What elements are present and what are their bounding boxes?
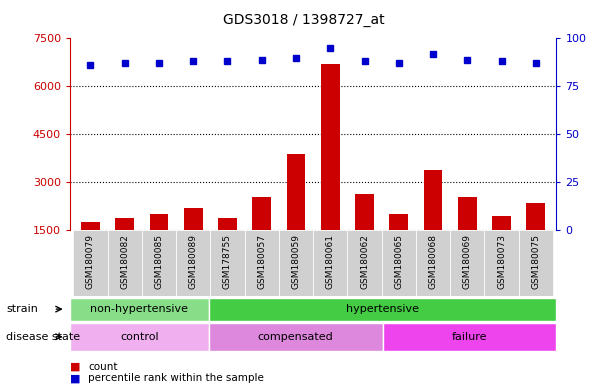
Bar [355,194,374,278]
Text: GSM180057: GSM180057 [257,233,266,289]
Text: GSM180073: GSM180073 [497,233,506,289]
Text: GSM180069: GSM180069 [463,233,472,289]
Bar [313,230,347,296]
Text: GSM180082: GSM180082 [120,233,130,288]
Bar [347,230,382,296]
Text: ■: ■ [70,373,80,383]
Text: non-hypertensive: non-hypertensive [91,304,188,314]
Text: ■: ■ [70,362,80,372]
Bar [116,218,134,278]
Text: hypertensive: hypertensive [346,304,419,314]
Bar [458,197,477,278]
Bar [450,230,485,296]
Bar [209,323,382,351]
Text: GDS3018 / 1398727_at: GDS3018 / 1398727_at [223,13,385,27]
Bar [244,230,279,296]
Text: failure: failure [452,332,487,342]
Bar [416,230,450,296]
Text: GSM178755: GSM178755 [223,233,232,289]
Text: percentile rank within the sample: percentile rank within the sample [88,373,264,383]
Bar [176,230,210,296]
Text: GSM180068: GSM180068 [429,233,438,289]
Bar [108,230,142,296]
Bar [279,230,313,296]
Text: control: control [120,332,159,342]
Text: compensated: compensated [258,332,334,342]
Text: disease state: disease state [6,332,80,342]
Bar [382,323,556,351]
Bar [527,203,545,278]
Text: GSM180065: GSM180065 [394,233,403,289]
Text: GSM180085: GSM180085 [154,233,164,289]
Bar [286,154,305,278]
Bar [142,230,176,296]
Bar [382,230,416,296]
Text: strain: strain [6,304,38,314]
Text: GSM180059: GSM180059 [291,233,300,289]
Bar [218,218,237,278]
Text: GSM180075: GSM180075 [531,233,541,289]
Bar [252,197,271,278]
Bar [70,323,209,351]
Bar [485,230,519,296]
Bar [321,64,340,278]
Text: GSM180079: GSM180079 [86,233,95,289]
Text: GSM180062: GSM180062 [360,233,369,288]
Bar [184,208,202,278]
Bar [150,214,168,278]
Bar [70,298,209,321]
Bar [424,170,443,278]
Text: GSM180089: GSM180089 [188,233,198,289]
Bar [519,230,553,296]
Text: count: count [88,362,118,372]
Bar [492,216,511,278]
Bar [210,230,244,296]
Bar [81,222,100,278]
Bar [209,298,556,321]
Bar [74,230,108,296]
Text: GSM180061: GSM180061 [326,233,335,289]
Bar [389,214,408,278]
